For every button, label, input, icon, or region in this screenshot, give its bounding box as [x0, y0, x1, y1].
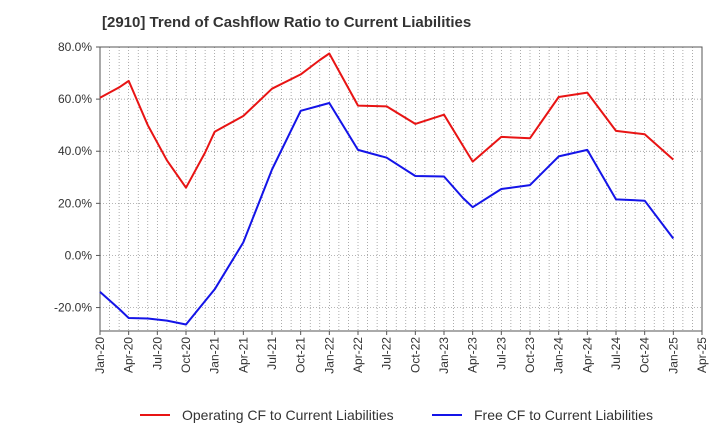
chart-title: [2910] Trend of Cashflow Ratio to Curren… — [102, 14, 472, 31]
grid-layer — [100, 46, 702, 331]
x-tick-label: Jan-25 — [666, 337, 680, 374]
y-tick-label: 20.0% — [58, 196, 92, 210]
x-tick-label: Apr-22 — [351, 337, 365, 373]
x-tick-label: Jul-24 — [609, 337, 623, 370]
x-tick-label: Oct-23 — [523, 337, 537, 373]
y-tick-label: 60.0% — [58, 92, 92, 106]
x-tick-label: Jul-23 — [494, 337, 508, 370]
x-tick-label: Jan-23 — [437, 337, 451, 374]
legend: Operating CF to Current Liabilities Free… — [0, 404, 720, 426]
x-tick-label: Oct-20 — [179, 337, 193, 373]
series-line-free-cf — [99, 102, 675, 326]
y-tick-label: 0.0% — [65, 248, 93, 262]
series-line-operating-cf — [99, 52, 674, 189]
series-layer — [99, 52, 675, 326]
legend-item-free-cf: Free CF to Current Liabilities — [432, 404, 653, 426]
x-tick-label: Jul-20 — [150, 337, 164, 370]
x-tick-label: Apr-20 — [122, 337, 136, 373]
y-tick-label: 80.0% — [58, 40, 92, 54]
legend-item-operating-cf: Operating CF to Current Liabilities — [140, 404, 394, 426]
x-tick-label: Apr-25 — [695, 337, 709, 373]
x-tick-label: Apr-23 — [466, 337, 480, 373]
x-tick-label: Apr-24 — [580, 337, 594, 373]
tick-label-layer: -20.0% 0.0% 20.0% 40.0% 60.0% 80.0% Jan-20 Apr-… — [54, 40, 709, 374]
plot-frame — [99, 46, 703, 332]
legend-label-free-cf: Free CF to Current Liabilities — [474, 407, 653, 423]
x-tick-label: Oct-24 — [638, 337, 652, 373]
x-tick-label: Jan-22 — [322, 337, 336, 374]
y-tick-label: 40.0% — [58, 144, 92, 158]
legend-swatch-free-cf — [432, 414, 462, 416]
legend-swatch-operating-cf — [140, 414, 170, 416]
x-tick-label: Jul-21 — [265, 337, 279, 370]
x-tick-label: Apr-21 — [236, 337, 250, 373]
y-tick-label: -20.0% — [54, 301, 92, 315]
x-tick-label: Oct-22 — [408, 337, 422, 373]
legend-label-operating-cf: Operating CF to Current Liabilities — [182, 407, 394, 423]
x-tick-label: Oct-21 — [294, 337, 308, 373]
x-tick-label: Jan-21 — [208, 337, 222, 374]
x-tick-label: Jan-24 — [552, 337, 566, 374]
x-tick-label: Jul-22 — [380, 337, 394, 370]
x-tick-label: Jan-20 — [93, 337, 107, 374]
axis-layer — [96, 46, 703, 335]
